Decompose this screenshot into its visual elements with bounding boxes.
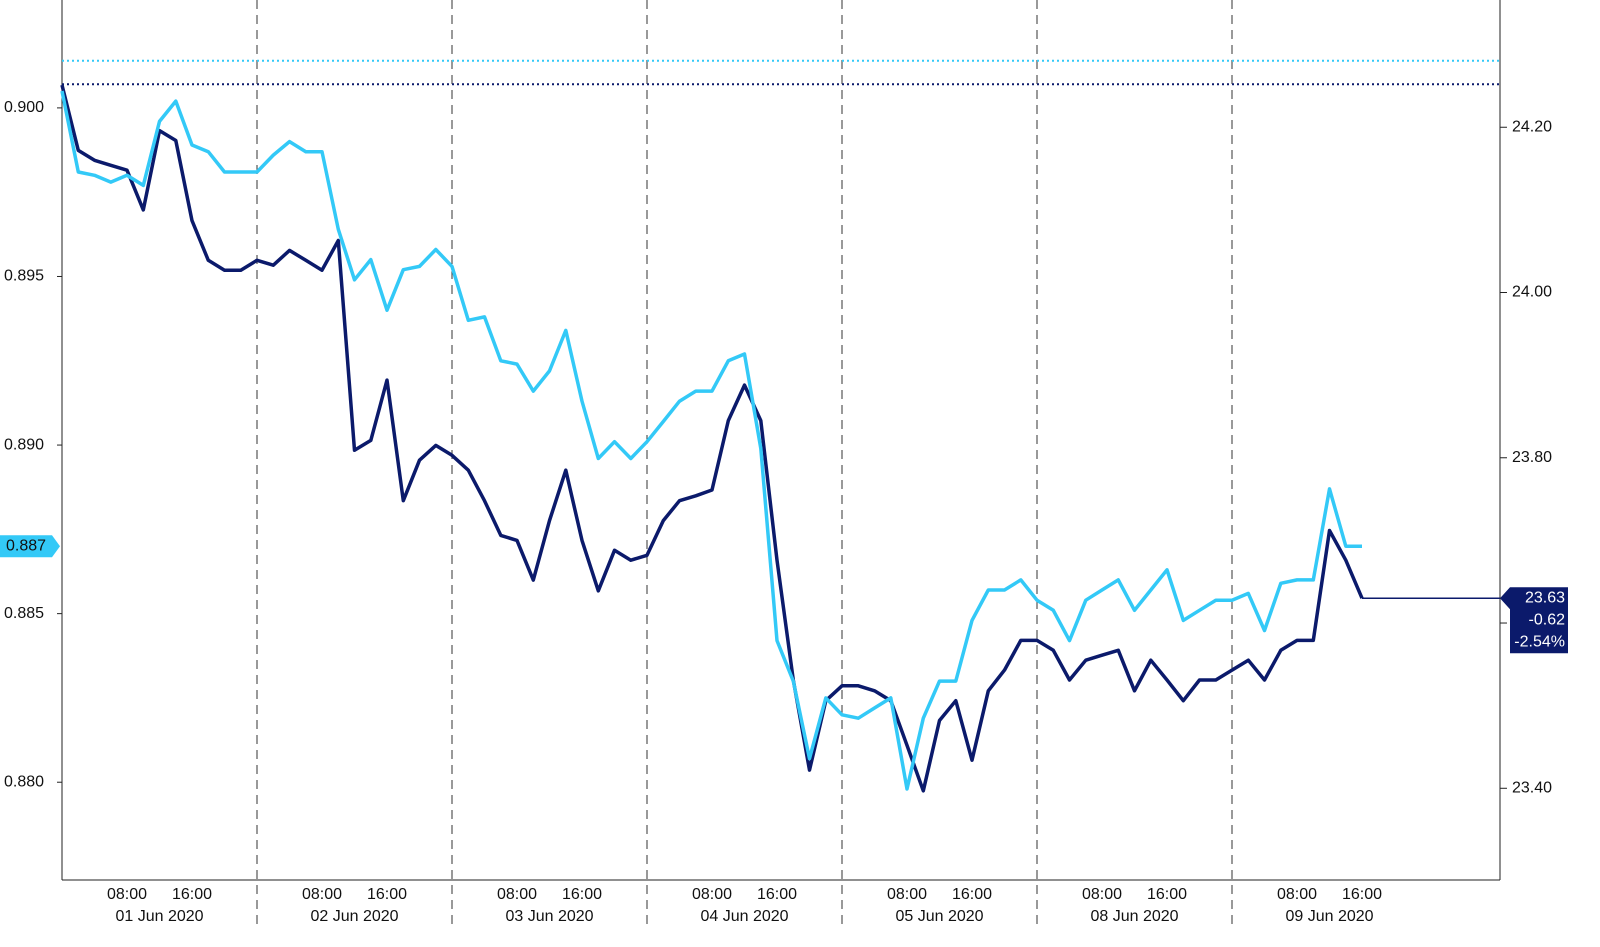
y-tick-label: 0.880	[4, 773, 44, 790]
last-value-label: -2.54%	[1514, 633, 1565, 650]
x-day-label: 03 Jun 2020	[505, 908, 593, 925]
y2-tick-label: 23.80	[1512, 449, 1552, 466]
y-tick-label: 0.885	[4, 605, 44, 622]
x-tick-label: 16:00	[757, 886, 797, 903]
last-value-label: 23.63	[1525, 589, 1565, 606]
x-tick-label: 16:00	[172, 886, 212, 903]
last-value-tag	[0, 535, 60, 558]
x-tick-label: 08:00	[302, 886, 342, 903]
x-tick-label: 16:00	[1342, 886, 1382, 903]
x-tick-label: 08:00	[107, 886, 147, 903]
y-tick-label: 0.895	[4, 268, 44, 285]
x-tick-label: 08:00	[692, 886, 732, 903]
y-tick-label: 0.890	[4, 436, 44, 453]
series-line	[60, 84, 1364, 793]
x-tick-label: 16:00	[1147, 886, 1187, 903]
x-tick-label: 08:00	[887, 886, 927, 903]
last-value-label: 0.887	[6, 537, 46, 554]
x-day-label: 04 Jun 2020	[700, 908, 788, 925]
last-value-tag	[1500, 587, 1568, 654]
x-day-label: 01 Jun 2020	[115, 908, 203, 925]
series-line	[60, 90, 1362, 791]
x-tick-label: 16:00	[562, 886, 602, 903]
x-day-label: 02 Jun 2020	[310, 908, 398, 925]
y2-tick-label: 24.20	[1512, 118, 1552, 135]
x-tick-label: 16:00	[952, 886, 992, 903]
y2-tick-label: 24.00	[1512, 284, 1552, 301]
x-tick-label: 16:00	[367, 886, 407, 903]
x-tick-label: 08:00	[1082, 886, 1122, 903]
y-tick-label: 0.900	[4, 99, 44, 116]
y2-tick-label: 23.40	[1512, 780, 1552, 797]
x-tick-label: 08:00	[497, 886, 537, 903]
x-tick-label: 08:00	[1277, 886, 1317, 903]
x-day-label: 09 Jun 2020	[1285, 908, 1373, 925]
x-day-label: 08 Jun 2020	[1090, 908, 1178, 925]
last-value-label: -0.62	[1529, 611, 1566, 628]
x-day-label: 05 Jun 2020	[895, 908, 983, 925]
